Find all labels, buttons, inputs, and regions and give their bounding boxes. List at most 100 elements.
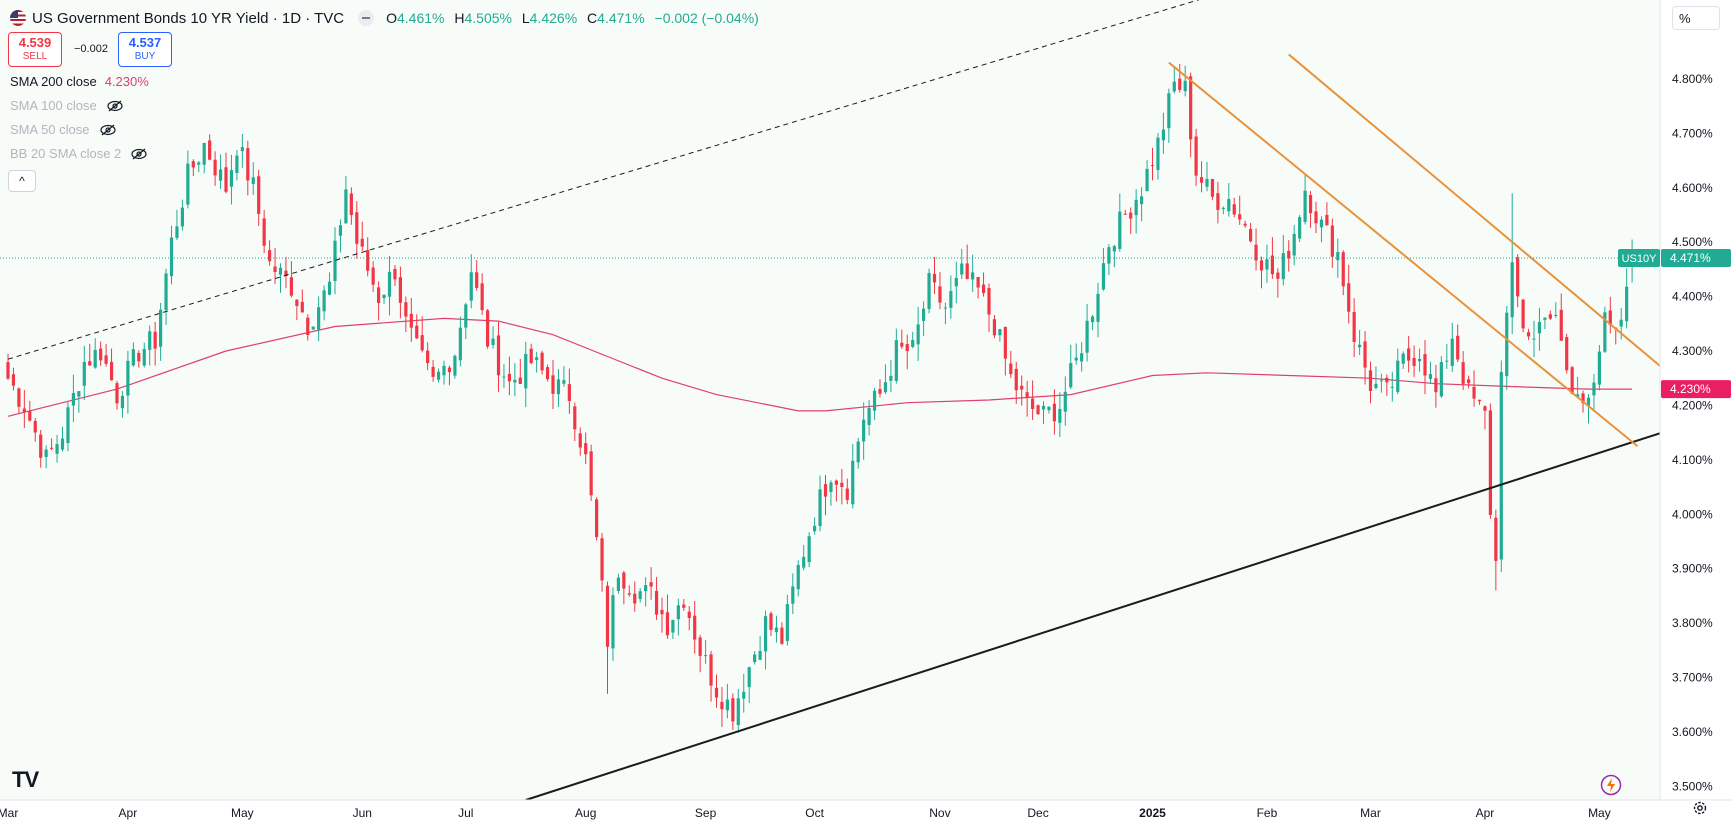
symbol-title[interactable]: US Government Bonds 10 YR Yield · 1D · T… [32, 9, 345, 27]
candle[interactable] [1080, 342, 1084, 372]
candle[interactable] [1167, 88, 1171, 143]
candle[interactable] [1118, 193, 1122, 252]
candle[interactable] [616, 573, 620, 594]
candle[interactable] [1543, 317, 1547, 330]
candle[interactable] [916, 306, 920, 361]
candle[interactable] [1063, 376, 1067, 426]
candle[interactable] [622, 571, 626, 605]
candle[interactable] [725, 683, 729, 719]
candle[interactable] [638, 588, 642, 603]
candle[interactable] [1287, 240, 1291, 272]
candle[interactable] [17, 387, 21, 414]
candle[interactable] [949, 275, 953, 319]
candle[interactable] [507, 356, 511, 396]
indicator-sma-100[interactable]: SMA 100 close [10, 98, 123, 113]
candle[interactable] [213, 151, 217, 186]
candle[interactable] [338, 219, 343, 253]
candle[interactable] [932, 257, 937, 295]
candle[interactable] [1140, 187, 1144, 222]
candle[interactable] [578, 427, 582, 456]
candle[interactable] [676, 598, 680, 636]
buy-button[interactable]: 4.537 BUY [118, 32, 172, 67]
candle[interactable] [6, 353, 10, 381]
candle[interactable] [1336, 238, 1340, 278]
candle[interactable] [1276, 268, 1280, 298]
candle[interactable] [1358, 329, 1362, 356]
candle[interactable] [867, 400, 871, 436]
candle[interactable] [436, 368, 441, 383]
candle[interactable] [1526, 328, 1531, 341]
candle[interactable] [131, 342, 135, 367]
hidden-eye-icon[interactable] [131, 148, 147, 160]
candle[interactable] [540, 350, 544, 375]
candle[interactable] [938, 272, 942, 310]
candle[interactable] [1428, 361, 1433, 384]
candle[interactable] [1025, 380, 1029, 417]
falling-channel-upper-trendline[interactable] [1288, 53, 1682, 385]
candle[interactable] [1281, 234, 1285, 286]
candle[interactable] [1216, 181, 1220, 224]
candle[interactable] [1401, 351, 1405, 369]
candle[interactable] [851, 444, 855, 509]
candle[interactable] [109, 348, 114, 381]
candle[interactable] [1107, 244, 1111, 275]
candle[interactable] [1379, 373, 1383, 393]
candle[interactable] [649, 567, 653, 600]
candle[interactable] [404, 296, 408, 332]
candle[interactable] [900, 329, 904, 349]
indicator-sma-200[interactable]: SMA 200 close 4.230% [10, 74, 149, 89]
candle[interactable] [464, 302, 468, 340]
candle[interactable] [1265, 244, 1269, 283]
candle[interactable] [894, 328, 898, 384]
candle[interactable] [731, 693, 735, 730]
tradingview-logo[interactable]: TV [12, 767, 39, 792]
candle[interactable] [1074, 343, 1078, 365]
candle[interactable] [693, 601, 697, 654]
candle[interactable] [1199, 161, 1204, 193]
candle[interactable] [1390, 371, 1394, 402]
candle[interactable] [11, 367, 16, 391]
candle[interactable] [633, 581, 637, 612]
candle[interactable] [311, 326, 315, 330]
candle[interactable] [191, 159, 195, 177]
candle[interactable] [769, 611, 773, 636]
candle[interactable] [518, 358, 522, 385]
candle[interactable] [829, 480, 833, 506]
candle[interactable] [1592, 374, 1596, 410]
minimize-icon[interactable] [358, 10, 375, 26]
candle[interactable] [1172, 67, 1176, 94]
candle[interactable] [278, 263, 283, 293]
candle[interactable] [148, 325, 152, 366]
candle[interactable] [1341, 250, 1345, 296]
candle[interactable] [1510, 193, 1514, 334]
candle[interactable] [758, 635, 762, 661]
candle[interactable] [1472, 370, 1476, 407]
price-axis[interactable]: 3.500% 3.600% 3.700% 3.800% 3.900% 4.000% 4.10… [1659, 0, 1732, 829]
candle[interactable] [104, 344, 108, 367]
candle[interactable] [208, 134, 212, 161]
candle[interactable] [1145, 160, 1149, 192]
candle[interactable] [77, 391, 81, 413]
candle[interactable] [802, 545, 806, 571]
candle[interactable] [954, 261, 958, 304]
candle[interactable] [420, 316, 424, 353]
candle[interactable] [1134, 189, 1138, 234]
candle[interactable] [257, 169, 261, 226]
candle[interactable] [856, 437, 860, 469]
candles[interactable] [6, 63, 1634, 733]
candle[interactable] [415, 314, 419, 340]
candle[interactable] [377, 281, 381, 321]
candle[interactable] [300, 289, 304, 313]
candle[interactable] [82, 345, 86, 401]
indicator-sma-50[interactable]: SMA 50 close [10, 122, 116, 137]
candle[interactable] [529, 343, 533, 365]
candle[interactable] [1499, 360, 1503, 573]
candle[interactable] [1298, 214, 1302, 242]
candle[interactable] [556, 369, 561, 408]
indicator-bb-20[interactable]: BB 20 SMA close 2 [10, 146, 147, 161]
candle[interactable] [202, 142, 206, 174]
candle[interactable] [251, 162, 255, 195]
candle[interactable] [1058, 392, 1062, 438]
candle[interactable] [654, 577, 659, 620]
candle[interactable] [93, 338, 97, 369]
